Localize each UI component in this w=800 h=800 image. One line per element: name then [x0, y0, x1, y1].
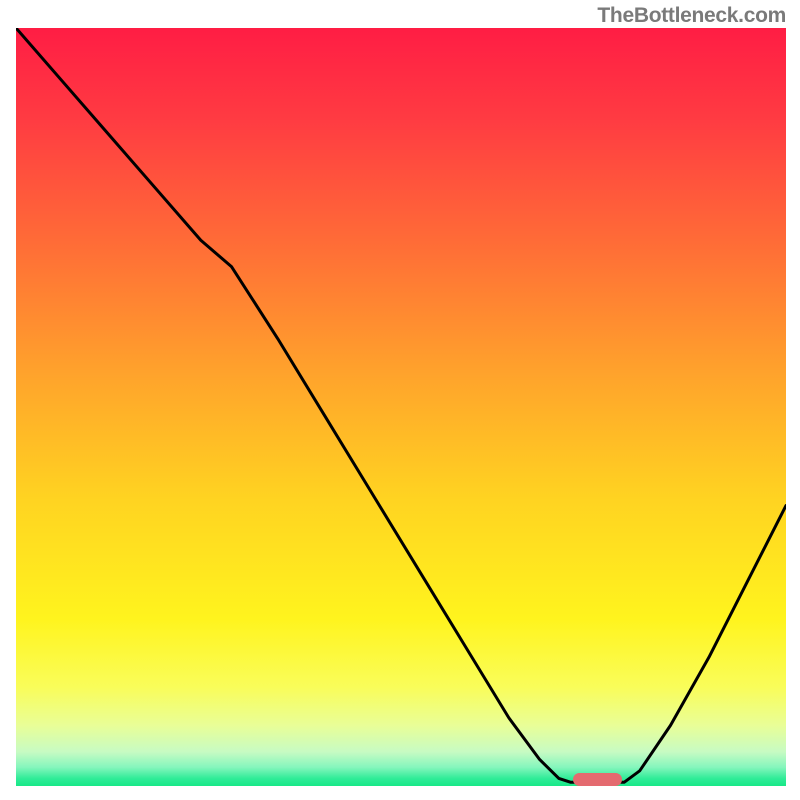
main-curve [16, 28, 786, 786]
optimum-marker [573, 773, 622, 786]
watermark-text: TheBottleneck.com [597, 4, 786, 28]
curve-path [16, 28, 786, 782]
plot-area [16, 28, 786, 786]
